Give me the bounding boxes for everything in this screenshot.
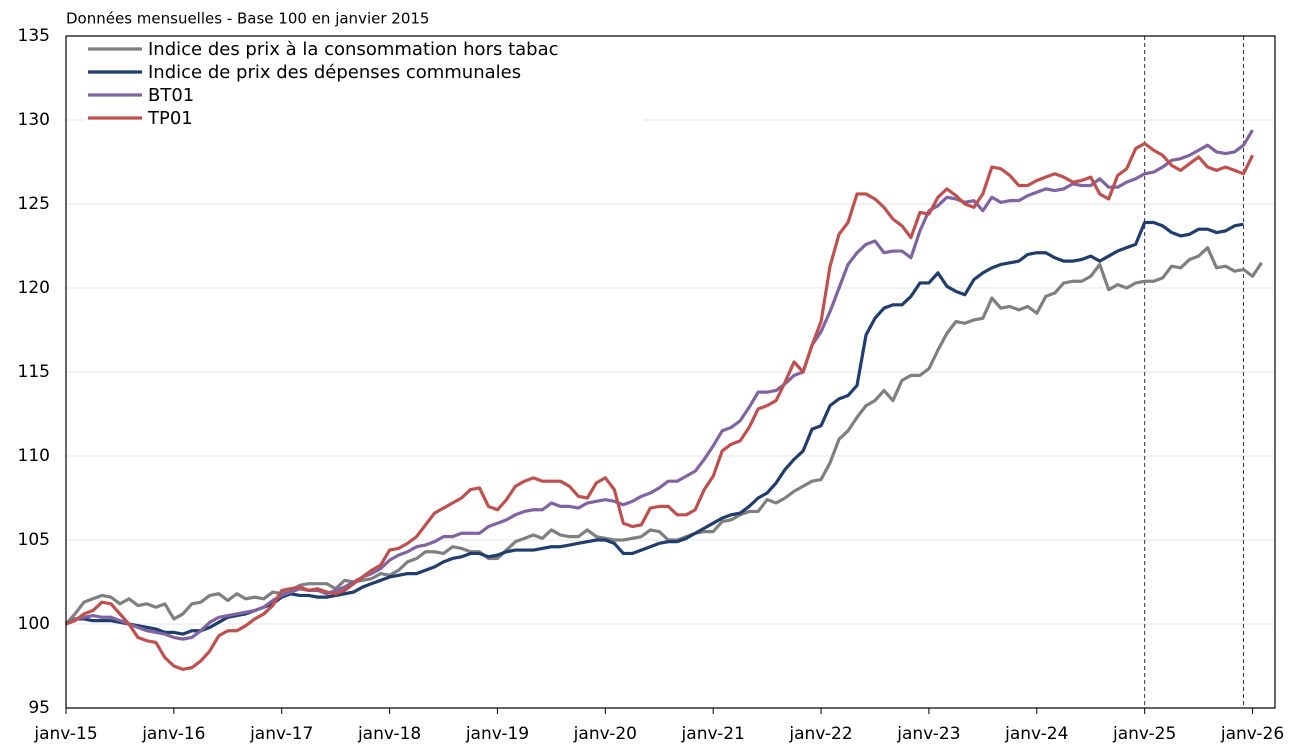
series-line [65,129,1254,641]
legend-label: Indice des prix à la consommation hors t… [148,39,559,60]
y-tick-label: 110 [18,446,50,466]
y-tick-label: 125 [18,194,50,214]
x-tick-label: janv-21 [681,724,745,744]
x-tick-label: janv-19 [465,724,529,744]
x-tick-label: janv-22 [788,724,852,744]
x-tick-label: janv-15 [33,724,97,744]
legend-label: BT01 [148,85,194,106]
legend: Indice des prix à la consommation hors t… [84,38,644,134]
legend-box [84,38,644,134]
x-tick-label: janv-20 [573,724,637,744]
chart-subtitle: Données mensuelles - Base 100 en janvier… [66,10,429,28]
y-tick-label: 105 [18,530,50,550]
y-tick-label: 120 [18,278,50,298]
y-tick-label: 135 [18,26,50,46]
series-line [64,246,1263,626]
x-tick-label: janv-24 [1004,724,1068,744]
x-tick-label: janv-26 [1220,724,1284,744]
y-tick-label: 95 [28,698,50,718]
y-tick-label: 130 [18,110,50,130]
x-tick-label: janv-23 [896,724,960,744]
series-line [65,220,1244,636]
legend-label: TP01 [147,108,193,129]
x-tick-label: janv-25 [1112,724,1176,744]
x-tick-label: janv-18 [357,724,421,744]
legend-label: Indice de prix des dépenses communales [148,62,521,83]
series-line [65,141,1254,671]
x-tick-label: janv-17 [249,724,313,744]
y-tick-label: 115 [18,362,50,382]
y-tick-label: 100 [18,614,50,634]
x-tick-label: janv-16 [141,724,205,744]
plot-frame [65,35,1276,709]
